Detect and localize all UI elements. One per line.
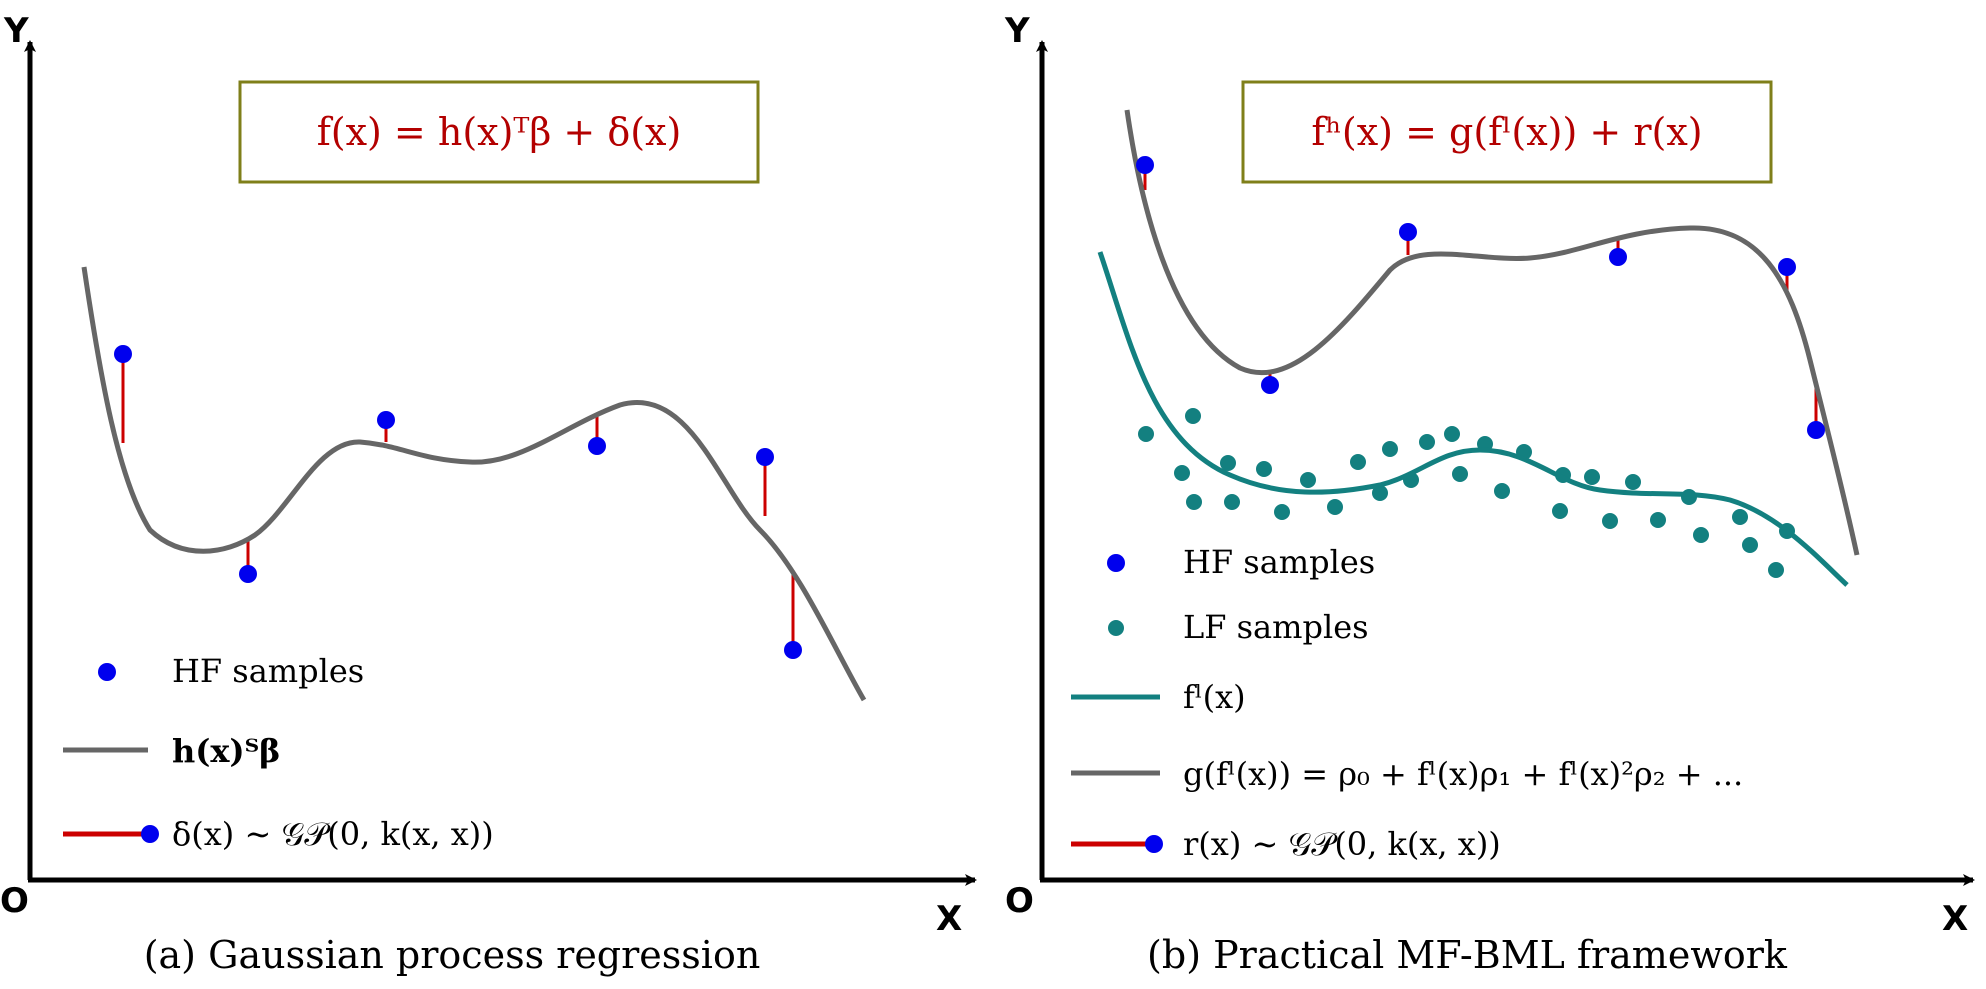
legend-lf-model-label: fˡ(x): [1183, 678, 1246, 716]
panel-a-hf-samples: [114, 345, 802, 659]
panel-b-caption: (b) Practical MF-BML framework: [1147, 933, 1788, 977]
lf-sample-point: [1552, 503, 1568, 519]
hf-sample-point: [784, 641, 802, 659]
legend-hf-label: HF samples: [1183, 543, 1375, 581]
lf-sample-point: [1256, 461, 1272, 477]
panel-b: Y X O fʰ(x) = g(fˡ(x)) + r(x): [1004, 11, 1975, 977]
panel-a-y-label: Y: [3, 11, 29, 51]
hf-sample-point: [239, 565, 257, 583]
lf-sample-point: [1220, 455, 1236, 471]
lf-sample-point: [1494, 483, 1510, 499]
panel-a-equation-box: [238, 80, 760, 184]
legend-hf-marker: [1107, 554, 1125, 572]
panel-b-y-label: Y: [1004, 11, 1030, 51]
lf-sample-point: [1452, 466, 1468, 482]
panel-b-lf-curve: [1097, 251, 1849, 587]
hf-sample-point: [1609, 248, 1627, 266]
legend-lf-marker: [1108, 620, 1124, 636]
lf-sample-point: [1224, 494, 1240, 510]
panel-a-residuals: [121, 354, 795, 650]
legend-residual-label: δ(x) ∼ 𝒢𝒫(0, k(x, x)): [172, 815, 494, 853]
panel-a: Y X O f(x) = h(x)ᵀβ + δ(x): [0, 11, 977, 977]
legend-hf-marker: [98, 663, 116, 681]
lf-sample-point: [1382, 441, 1398, 457]
lf-sample-point: [1742, 537, 1758, 553]
lf-sample-point: [1602, 513, 1618, 529]
panel-b-hf-samples: [1136, 156, 1825, 439]
legend-residual-label: r(x) ∼ 𝒢𝒫(0, k(x, x)): [1183, 825, 1501, 863]
panel-b-x-label: X: [1942, 899, 1968, 939]
lf-sample-point: [1300, 472, 1316, 488]
panel-a-legend: HF samples h(x)ᵀβ δ(x) ∼ 𝒢𝒫(0, k(x, x)): [63, 652, 494, 853]
panel-b-equation: fʰ(x) = g(fˡ(x)) + r(x): [1311, 110, 1702, 154]
lf-sample-point: [1768, 562, 1784, 578]
hf-sample-point: [756, 448, 774, 466]
panel-b-equation-box: [1241, 80, 1773, 184]
lf-sample-point: [1693, 527, 1709, 543]
hf-sample-point: [1778, 258, 1796, 276]
hf-sample-point: [588, 437, 606, 455]
panel-b-residuals: [1143, 165, 1818, 430]
lf-sample-point: [1274, 504, 1290, 520]
panel-b-hf-curve: [1124, 109, 1860, 556]
panel-b-origin-label: O: [1005, 881, 1034, 921]
panel-a-x-label: X: [936, 899, 962, 939]
legend-residual-marker: [141, 825, 159, 843]
panel-a-origin-label: O: [0, 881, 29, 921]
lf-sample-point: [1372, 485, 1388, 501]
lf-sample-point: [1650, 512, 1666, 528]
lf-sample-point: [1174, 465, 1190, 481]
hf-sample-point: [1261, 376, 1279, 394]
hf-sample-point: [1807, 421, 1825, 439]
panel-a-mean-curve: [81, 266, 867, 702]
lf-sample-point: [1186, 494, 1202, 510]
lf-sample-point: [1419, 434, 1435, 450]
hf-sample-point: [1136, 156, 1154, 174]
lf-sample-point: [1584, 469, 1600, 485]
panel-a-equation: f(x) = h(x)ᵀβ + δ(x): [317, 110, 682, 154]
lf-sample-point: [1327, 499, 1343, 515]
lf-sample-point: [1350, 454, 1366, 470]
panel-a-caption: (a) Gaussian process regression: [144, 933, 761, 977]
legend-mapping-label: g(fˡ(x)) = ρ₀ + fˡ(x)ρ₁ + fˡ(x)²ρ₂ + ...: [1183, 755, 1743, 793]
hf-sample-point: [1399, 223, 1417, 241]
hf-sample-point: [377, 411, 395, 429]
legend-lf-label: LF samples: [1183, 608, 1369, 646]
lf-sample-point: [1732, 509, 1748, 525]
lf-sample-point: [1185, 408, 1201, 424]
legend-residual-marker: [1145, 835, 1163, 853]
legend-mean-label: h(x)ᵀβ: [172, 732, 280, 770]
legend-hf-label: HF samples: [172, 652, 364, 690]
panel-b-legend: HF samples LF samples fˡ(x) g(fˡ(x)) = ρ…: [1071, 543, 1743, 863]
lf-sample-point: [1138, 426, 1154, 442]
lf-sample-point: [1625, 474, 1641, 490]
hf-sample-point: [114, 345, 132, 363]
lf-sample-point: [1444, 426, 1460, 442]
